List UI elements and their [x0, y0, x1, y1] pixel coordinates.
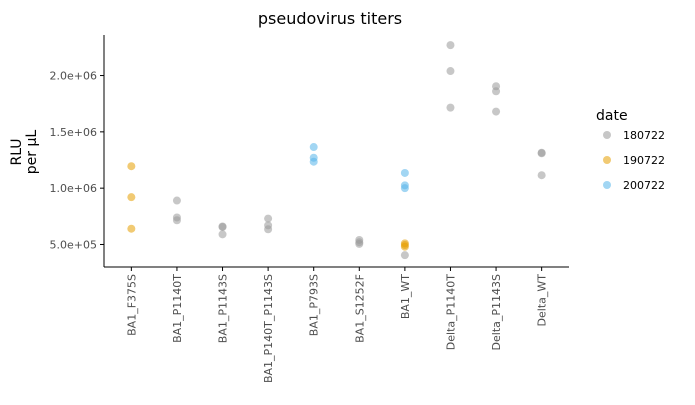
data-point — [355, 239, 364, 248]
data-point — [446, 67, 455, 76]
legend: date 180722 190722 200722 — [596, 108, 665, 192]
y-tick-label: 2.0e+06 — [50, 70, 97, 83]
x-tick-label: BA1_P140T_P1143S — [262, 274, 275, 383]
data-point — [446, 41, 455, 50]
x-tick-label: Delta_P1140T — [444, 274, 457, 350]
data-point — [537, 171, 546, 180]
y-tick-label: 1.0e+06 — [50, 182, 97, 195]
data-point — [127, 224, 136, 233]
x-tick-label: BA1_F375S — [125, 274, 138, 336]
x-tick-label: BA1_P1140T — [171, 274, 184, 343]
y-axis-label-line-2: per µL — [24, 130, 40, 175]
y-axis-label-line-1: RLU — [9, 138, 25, 165]
data-point — [537, 149, 546, 158]
data-point — [309, 143, 318, 152]
data-point — [127, 162, 136, 171]
legend-label: 200722 — [623, 179, 665, 192]
legend-label: 180722 — [623, 129, 665, 142]
data-point — [264, 214, 273, 223]
data-point — [309, 157, 318, 166]
data-point — [400, 251, 409, 260]
legend-title: date — [596, 108, 628, 124]
data-point — [264, 225, 273, 234]
y-tick-label: 5.0e+05 — [50, 238, 97, 251]
chart-title: pseudovirus titers — [258, 9, 402, 28]
data-point — [446, 103, 455, 112]
data-point — [218, 223, 227, 232]
data-point — [492, 107, 501, 116]
data-point — [172, 196, 181, 205]
data-point — [400, 184, 409, 193]
legend-key — [603, 156, 611, 164]
data-point — [400, 242, 409, 251]
x-tick-label: BA1_P1143S — [217, 274, 230, 343]
x-tick-label: Delta_P1143S — [490, 274, 503, 350]
y-tick-label: 1.5e+06 — [50, 126, 97, 139]
x-tick-label: BA1_WT — [399, 274, 412, 319]
data-point — [400, 168, 409, 177]
legend-label: 190722 — [623, 154, 665, 167]
y-axis-label: RLU per µL — [9, 130, 40, 175]
x-axis: BA1_F375S BA1_P1140T BA1_P1143S BA1_P140T_P… — [125, 267, 549, 383]
legend-key — [603, 131, 611, 139]
x-tick-label: BA1_S1252F — [353, 274, 366, 343]
x-tick-label: BA1_P793S — [308, 274, 321, 336]
legend-key — [603, 181, 611, 189]
data-point — [127, 193, 136, 202]
data-point — [218, 230, 227, 239]
x-tick-label: Delta_WT — [536, 274, 549, 327]
plot-points — [127, 41, 546, 260]
data-point — [492, 87, 501, 96]
y-axis: 5.0e+05 1.0e+06 1.5e+06 2.0e+06 — [50, 70, 104, 251]
data-point — [172, 216, 181, 225]
